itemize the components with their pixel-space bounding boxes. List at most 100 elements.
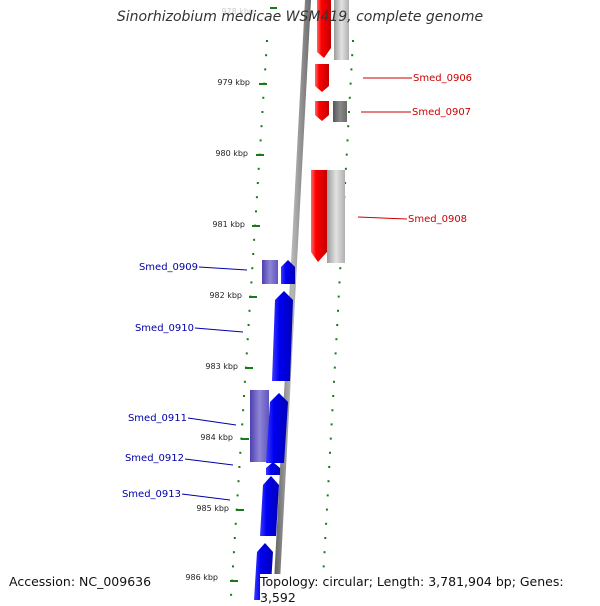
accession-info: Accession: NC_009636 [9,574,152,590]
gene-homolog-violet[interactable] [250,390,269,462]
kbp-label: 980 kbp [215,149,248,158]
gene-homolog-violet[interactable] [262,260,278,284]
gene-homolog-gray[interactable] [334,0,349,60]
kbp-tick-mark [252,225,260,227]
kbp-label: 981 kbp [212,220,245,229]
gene-arrow-smed-0908[interactable] [311,170,327,262]
tick-dot [247,324,250,326]
gene-arrow-smed-0911[interactable] [266,393,288,463]
label-leader-line [198,266,248,271]
label-leader-line [357,216,408,220]
tick-dot [329,451,331,454]
gene-label-smed-0910[interactable]: Smed_0910 [135,323,194,334]
gene-label-smed-0913[interactable]: Smed_0913 [122,489,181,500]
reverse-gene-labels: Smed_0909 Smed_0910 Smed_0911 Smed_0912 … [122,262,248,501]
tick-dot [324,537,327,539]
gene-arrow-smed-0907[interactable] [315,101,329,121]
label-leader-line [184,458,234,466]
tick-dot [248,309,251,312]
tick-dot [334,352,337,355]
tick-dot [238,466,241,468]
tick-dot [236,494,239,497]
tick-dot [264,68,267,71]
tick-dot [241,423,244,426]
tick-dot [237,480,240,483]
tick-dot [242,409,245,412]
tick-dot [255,196,258,199]
tick-dot [262,96,265,99]
tick-dot [323,551,326,554]
gene-label-smed-0911[interactable]: Smed_0911 [128,413,187,424]
gene-arrow-smed-0913[interactable] [260,476,279,536]
gene-label-smed-0909[interactable]: Smed_0909 [139,262,198,273]
tick-dot [257,167,260,170]
kbp-tick-mark [259,83,267,85]
gene-homolog-darkgray[interactable] [333,101,347,122]
gene-label-smed-0912[interactable]: Smed_0912 [125,453,184,464]
kbp-tick-mark [245,367,253,369]
tick-dot [245,352,248,355]
gene-label-smed-0907[interactable]: Smed_0907 [412,107,471,118]
tick-dot [233,537,236,539]
tick-dot [331,409,334,412]
kbp-tick-mark [236,509,244,511]
tick-dot [253,238,256,241]
tick-dot [328,466,331,468]
tick-dot [251,267,254,270]
tick-dot [243,395,245,397]
tick-dot [336,324,339,326]
tick-dot [259,139,262,142]
gene-arrow-smed-0906[interactable] [315,64,329,92]
kbp-label: 984 kbp [200,433,233,442]
gene-label-smed-0906[interactable]: Smed_0906 [413,73,472,84]
tick-dot [351,54,354,57]
tick-dot [332,395,335,397]
tick-track-right [321,40,354,596]
gene-arrow-smed-0910[interactable] [272,291,293,381]
tick-dot [346,139,349,142]
label-leader-line [187,417,237,426]
genome-stats: Topology: circular; Length: 3,781,904 bp… [260,574,600,606]
kbp-label: 978 kbp [221,7,254,16]
tick-dot [255,210,257,213]
kbp-tick-mark [270,7,277,9]
kbp-tick-mark [230,580,238,582]
kbp-tick-mark [249,296,257,298]
tick-dot [333,366,336,369]
reverse-strand-track [250,260,295,600]
tick-dot [337,295,340,298]
label-leader-line [181,493,231,501]
tick-dot [333,380,335,383]
gene-arrow-smed-0909[interactable] [281,260,295,284]
kbp-ruler: 978 kbp 979 kbp 980 kbp 981 kbp 982 kbp … [185,7,277,582]
tick-dot [266,40,268,42]
tick-dot [345,153,348,156]
tick-dot [261,111,264,113]
gene-homolog-gray[interactable] [327,170,345,263]
tick-dot [246,338,249,341]
forward-gene-labels: Smed_0906 Smed_0907 Smed_0908 [357,73,472,225]
tick-dot [339,267,342,270]
gene-arrow-smed-0912[interactable] [266,462,280,475]
tick-dot [234,522,237,525]
genome-title: Sinorhizobium medicae WSM419, complete g… [116,9,484,25]
tick-dot [230,593,233,596]
tick-dot [265,54,268,57]
kbp-label: 986 kbp [185,573,218,582]
gene-arrow-forward[interactable] [317,0,331,58]
tick-dot [325,522,328,525]
tick-dot [239,451,242,454]
tick-dot [250,281,253,284]
tick-dot [243,380,246,383]
tick-dot [327,480,330,483]
kbp-label: 985 kbp [196,504,229,513]
gene-label-smed-0908[interactable]: Smed_0908 [408,214,467,225]
label-leader-line [194,327,244,333]
kbp-label: 979 kbp [217,78,250,87]
tick-dot [330,423,333,426]
tick-dot [335,338,338,341]
tick-dot [344,182,347,184]
kbp-label: 983 kbp [205,362,238,371]
tick-dot [352,40,354,42]
